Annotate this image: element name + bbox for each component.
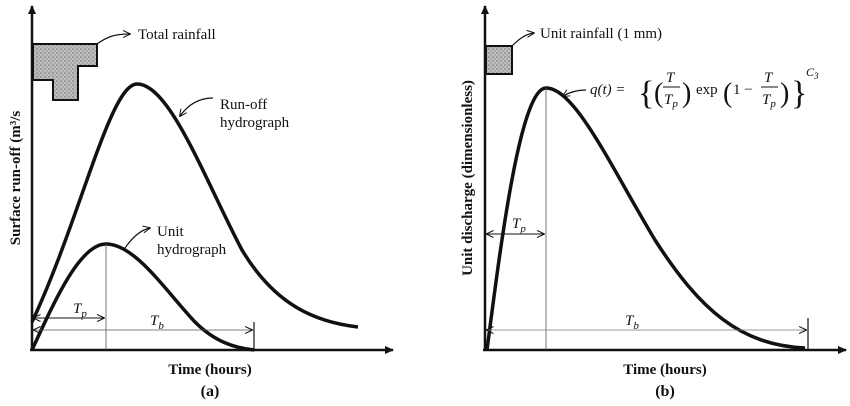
panel-b-equation-frac1-num: T	[666, 70, 676, 86]
panel-b-equation: q(t) = { ( T Tp ) exp ( 1 − T Tp ) }	[563, 65, 819, 112]
panel-a-runoff-label-line1: Run-off	[220, 97, 267, 113]
panel-a-unit-hydrograph	[30, 242, 255, 352]
panel-b-equation-exp: exp	[696, 82, 718, 98]
panel-b-equation-frac2-den: Tp	[762, 92, 776, 110]
panel-b-tb-label: Tb	[625, 313, 639, 332]
panel-a-runoff-label-line2: hydrograph	[220, 115, 290, 131]
panel-a-rainfall-label: Total rainfall	[138, 27, 216, 43]
panel-b-y-axis-title: Unit discharge (dimensionless)	[460, 80, 476, 276]
panel-a-unit-label-line2: hydrograph	[157, 242, 227, 258]
panel-b-equation-lhs: q(t) =	[590, 82, 626, 98]
panel-a-x-axis-title: Time (hours)	[168, 362, 251, 378]
panel-b-equation-paren-open-2: (	[723, 78, 732, 109]
panel-b: Unit rainfall (1 mm) Tp Tb q(t) = { ( T …	[460, 5, 847, 400]
panel-b-x-axis-title: Time (hours)	[623, 362, 706, 378]
panel-b-equation-frac2-num: T	[764, 70, 774, 86]
panel-b-equation-right-brace: }	[791, 75, 807, 112]
panel-b-equation-paren-open-1: (	[654, 78, 663, 109]
panel-b-equation-paren-close-2: )	[780, 78, 789, 109]
panel-b-unit-hydrograph	[485, 86, 806, 351]
panel-a: Total rainfall Run-off hydrograph Unit h…	[8, 5, 394, 400]
panel-b-equation-one-minus: 1 −	[733, 82, 753, 98]
panel-a-runoff-hydrograph	[30, 82, 359, 329]
panel-b-label: (b)	[655, 383, 675, 400]
panel-a-y-axis-title: Surface run-off (m³/s	[8, 111, 24, 246]
panel-a-total-rainfall-block	[32, 43, 98, 101]
panel-a-tb-label: Tb	[150, 313, 164, 332]
panel-a-runoff-leader-arrow	[180, 97, 214, 116]
panel-b-equation-leader-arrow	[563, 89, 587, 96]
panel-b-rainfall-label: Unit rainfall (1 mm)	[540, 26, 662, 42]
panel-a-label: (a)	[201, 383, 220, 400]
panel-a-rainfall-leader-arrow	[96, 34, 130, 45]
panel-b-equation-paren-close-1: )	[682, 78, 691, 109]
panel-b-unit-rainfall-block	[485, 45, 513, 75]
panel-b-equation-frac1-den: Tp	[664, 92, 678, 110]
panel-b-equation-power: C3	[806, 65, 819, 81]
panel-b-rainfall-leader-arrow	[511, 33, 534, 47]
panel-b-equation-left-brace: {	[638, 75, 654, 112]
panel-a-tp-label: Tp	[73, 301, 87, 320]
panel-a-unit-label-line1: Unit	[157, 224, 185, 240]
panel-a-unit-leader-arrow	[124, 228, 150, 249]
panel-b-tp-label: Tp	[512, 216, 526, 235]
